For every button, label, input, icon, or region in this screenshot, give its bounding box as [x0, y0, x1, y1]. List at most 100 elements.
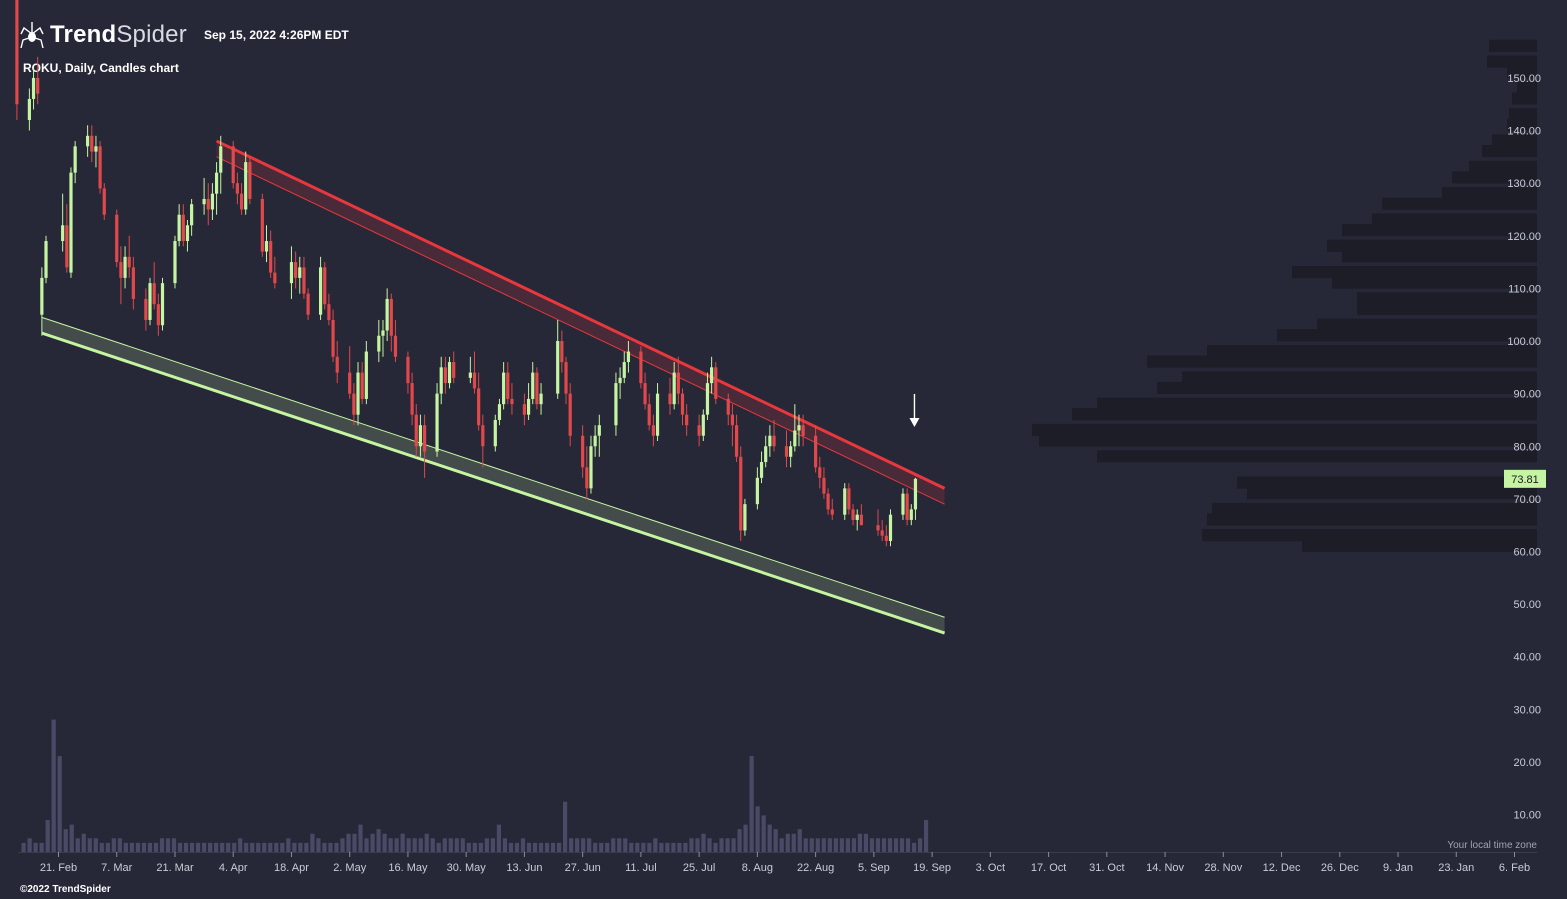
volume-bar	[556, 842, 562, 852]
candle	[385, 288, 389, 342]
profile-bar	[1327, 239, 1537, 252]
last-price-label: 73.81	[1511, 474, 1539, 486]
volume-bar	[310, 833, 315, 852]
volume-bar	[731, 838, 736, 852]
candle	[389, 293, 393, 352]
candle	[210, 183, 215, 220]
volume-bar	[701, 833, 706, 852]
volume-bar	[322, 842, 327, 852]
volume-bar	[183, 842, 189, 852]
volume-bar	[286, 838, 291, 852]
profile-bar	[1487, 55, 1537, 68]
profile-bar	[1507, 118, 1537, 131]
x-tick-label: 18. Apr	[274, 862, 309, 874]
candle	[377, 319, 381, 363]
volume-bar	[839, 838, 844, 852]
candles	[15, 0, 918, 547]
candle	[913, 477, 918, 520]
x-tick-label: 26. Dec	[1321, 862, 1359, 874]
volume-bar	[659, 842, 664, 852]
volume-bar	[250, 842, 255, 852]
y-tick-label: 10.00	[1513, 810, 1541, 822]
volume-bar	[39, 842, 44, 852]
volume-bar	[484, 838, 489, 852]
candle	[589, 435, 593, 494]
candle	[69, 167, 73, 278]
x-tick-label: 30. May	[447, 862, 487, 874]
volume-bar	[520, 838, 526, 852]
volume-bar	[111, 838, 116, 852]
volume-bar	[550, 842, 556, 852]
candle	[86, 125, 90, 157]
volume-bar	[33, 842, 38, 852]
profile-bar	[1182, 371, 1537, 384]
candle	[497, 398, 502, 426]
volume-bar	[761, 815, 766, 852]
volume-bar	[508, 842, 514, 852]
volume-bar	[87, 838, 92, 852]
volume-bar	[779, 838, 784, 852]
x-axis: 21. Feb 7. Mar 21. Mar 4. Apr 18. Apr 2. May 1…	[18, 852, 1537, 874]
candle	[685, 404, 689, 436]
candle	[568, 383, 572, 447]
candle	[439, 356, 443, 405]
x-tick-label: 4. Apr	[219, 862, 248, 874]
candle	[801, 414, 805, 447]
down-arrow-icon	[909, 393, 920, 427]
volume-bars	[21, 719, 929, 852]
volume-bar	[665, 842, 670, 852]
volume-bar	[406, 838, 411, 852]
volume-bar	[635, 842, 640, 852]
volume-bar	[803, 838, 808, 852]
candle	[618, 367, 622, 399]
candle	[581, 425, 585, 478]
candle	[214, 162, 219, 215]
volume-bar	[605, 842, 610, 852]
y-tick-label: 30.00	[1513, 704, 1541, 716]
volume-bar	[117, 838, 122, 852]
volume-bar	[713, 842, 718, 852]
volume-bar	[863, 833, 869, 852]
candle	[156, 293, 160, 336]
volume-bar	[797, 829, 802, 852]
y-tick-label: 150.00	[1507, 73, 1541, 85]
x-tick-label: 3. Oct	[976, 862, 1005, 874]
y-tick-label: 80.00	[1513, 441, 1541, 453]
volume-bar	[430, 838, 435, 852]
candle	[393, 319, 398, 363]
candle	[593, 425, 597, 457]
candle	[327, 293, 331, 326]
x-tick-label: 13. Jun	[506, 862, 542, 874]
volume-bar	[821, 838, 826, 852]
candle	[90, 125, 94, 163]
volume-bar	[418, 838, 423, 852]
candle	[710, 356, 714, 394]
volume-profile	[1032, 39, 1537, 552]
volume-bar	[887, 838, 893, 852]
candle	[772, 419, 776, 452]
profile-bar	[1342, 223, 1537, 237]
candle	[647, 393, 651, 431]
candle	[65, 204, 69, 273]
volume-bar	[623, 838, 628, 852]
x-tick-label: 28. Nov	[1204, 862, 1242, 874]
candle	[768, 425, 772, 457]
profile-bar	[1157, 381, 1537, 394]
candle	[564, 356, 568, 405]
x-tick-label: 2. May	[333, 862, 367, 874]
volume-bar	[214, 842, 219, 852]
candle	[822, 467, 826, 499]
candle	[447, 356, 452, 389]
profile-bar	[1492, 134, 1537, 147]
candle	[714, 362, 718, 405]
candle	[127, 235, 131, 278]
x-tick-label: 14. Nov	[1146, 862, 1184, 874]
volume-bar	[575, 838, 580, 852]
volume-bar	[388, 838, 393, 852]
volume-bar	[280, 842, 285, 852]
volume-bar	[767, 824, 772, 852]
profile-bar	[1277, 329, 1537, 342]
volume-bar	[466, 842, 471, 852]
volume-bar	[448, 838, 453, 852]
